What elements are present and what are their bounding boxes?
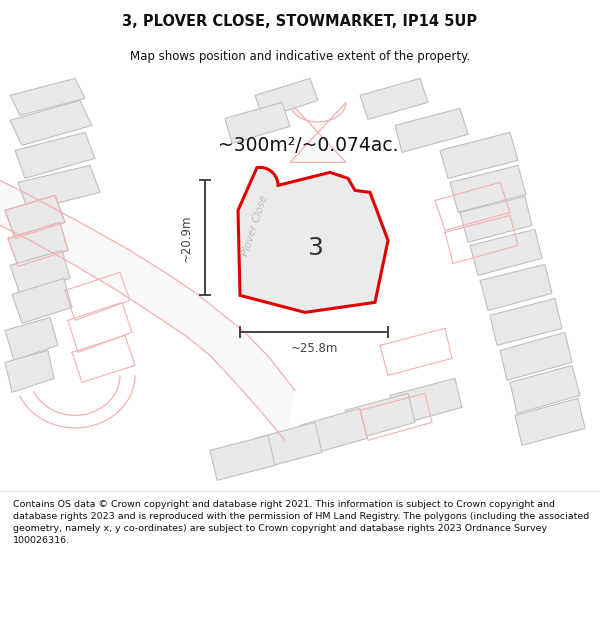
- Polygon shape: [0, 181, 295, 441]
- Polygon shape: [5, 351, 54, 392]
- Polygon shape: [470, 229, 542, 276]
- Text: ~20.9m: ~20.9m: [180, 214, 193, 262]
- Polygon shape: [460, 196, 532, 242]
- Polygon shape: [255, 78, 318, 118]
- Text: 3, PLOVER CLOSE, STOWMARKET, IP14 5UP: 3, PLOVER CLOSE, STOWMARKET, IP14 5UP: [122, 14, 478, 29]
- Polygon shape: [515, 398, 585, 446]
- Polygon shape: [210, 436, 275, 481]
- Polygon shape: [12, 278, 72, 323]
- Polygon shape: [395, 108, 468, 152]
- Polygon shape: [360, 78, 428, 119]
- Polygon shape: [500, 332, 572, 381]
- Text: Plover Close: Plover Close: [241, 194, 269, 258]
- Polygon shape: [8, 222, 68, 266]
- Polygon shape: [300, 408, 367, 456]
- Text: ~300m²/~0.074ac.: ~300m²/~0.074ac.: [218, 136, 398, 155]
- Polygon shape: [5, 196, 65, 238]
- Polygon shape: [18, 166, 100, 211]
- Polygon shape: [345, 393, 415, 441]
- Polygon shape: [5, 318, 58, 361]
- Polygon shape: [490, 298, 562, 346]
- Text: ~25.8m: ~25.8m: [290, 342, 338, 355]
- Polygon shape: [10, 101, 92, 146]
- Polygon shape: [225, 102, 290, 143]
- Polygon shape: [238, 168, 388, 312]
- Polygon shape: [290, 102, 346, 162]
- Polygon shape: [440, 132, 518, 178]
- Polygon shape: [10, 78, 85, 116]
- Text: Map shows position and indicative extent of the property.: Map shows position and indicative extent…: [130, 50, 470, 62]
- Polygon shape: [10, 251, 70, 294]
- Polygon shape: [255, 422, 322, 468]
- Polygon shape: [15, 132, 95, 178]
- Polygon shape: [450, 166, 526, 212]
- Polygon shape: [510, 366, 580, 413]
- Text: Contains OS data © Crown copyright and database right 2021. This information is : Contains OS data © Crown copyright and d…: [13, 500, 589, 546]
- Polygon shape: [480, 264, 552, 311]
- Text: 3: 3: [307, 236, 323, 261]
- Polygon shape: [390, 378, 462, 426]
